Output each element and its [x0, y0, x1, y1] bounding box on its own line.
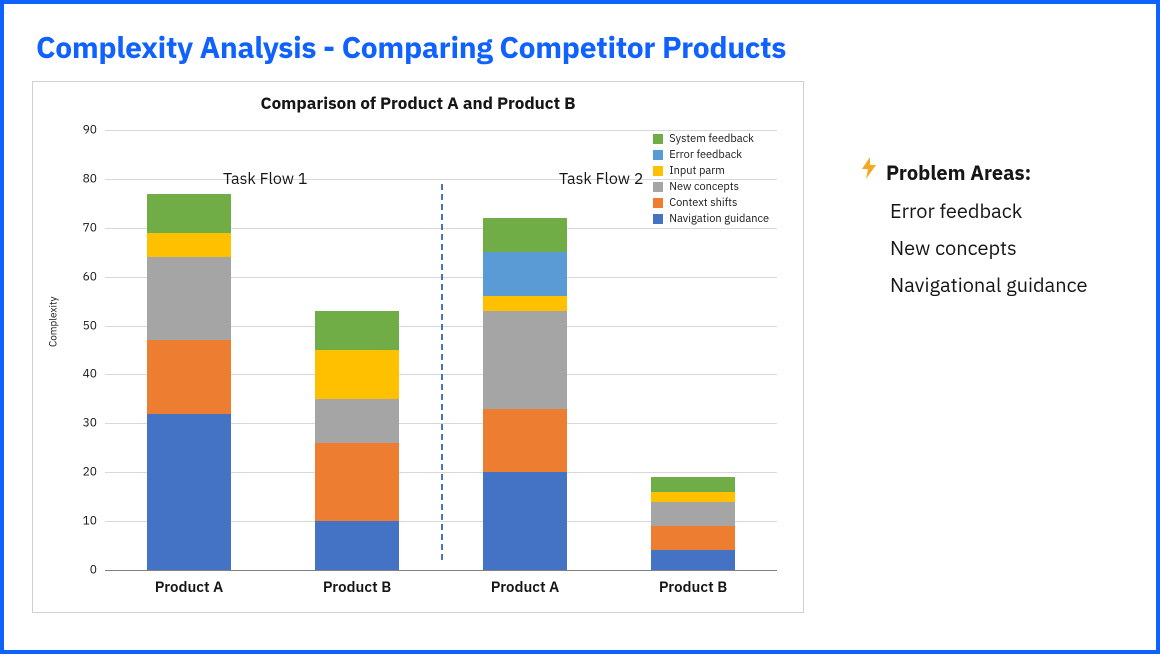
- bar-segment-context-shifts: [483, 409, 567, 473]
- bar-segment-context-shifts: [651, 526, 735, 550]
- legend-item: Input parm: [653, 164, 769, 178]
- legend-swatch: [653, 198, 663, 208]
- x-axis-line: [105, 570, 777, 571]
- stacked-bar: [147, 194, 231, 570]
- chart-card: Comparison of Product A and Product B Co…: [32, 81, 804, 613]
- problem-area-item: Error feedback: [890, 195, 1088, 226]
- bar-segment-navigation-guidance: [315, 521, 399, 570]
- y-tick-label: 20: [67, 465, 97, 480]
- problem-areas-heading-text: Problem Areas:: [886, 157, 1031, 188]
- task-flow-label: Task Flow 1: [223, 169, 307, 189]
- stacked-bar: [315, 311, 399, 570]
- stacked-bar: [483, 218, 567, 570]
- bar-segment-error-feedback: [483, 252, 567, 296]
- chart-plot-area: 0102030405060708090Product AProduct BPro…: [105, 130, 777, 570]
- bar-segment-input-parm: [147, 233, 231, 257]
- x-tick-label: Product B: [633, 578, 753, 597]
- chart-legend: System feedback Error feedback Input parm N…: [653, 132, 769, 228]
- y-tick-label: 70: [67, 220, 97, 235]
- body-row: Comparison of Product A and Product B Co…: [32, 81, 1128, 613]
- legend-item: Context shifts: [653, 196, 769, 210]
- gridline: [105, 130, 777, 131]
- bar-segment-input-parm: [315, 350, 399, 399]
- y-tick-label: 60: [67, 269, 97, 284]
- legend-label: Input parm: [669, 164, 725, 178]
- x-tick-label: Product A: [129, 578, 249, 597]
- y-axis-label: Complexity: [47, 297, 60, 348]
- legend-label: Context shifts: [669, 196, 737, 210]
- y-tick-label: 10: [67, 514, 97, 529]
- y-tick-label: 30: [67, 416, 97, 431]
- problem-area-item: New concepts: [890, 232, 1088, 263]
- task-flow-label: Task Flow 2: [559, 169, 643, 189]
- problem-areas-list: Error feedback New concepts Navigational g…: [860, 195, 1088, 300]
- legend-label: Error feedback: [669, 148, 742, 162]
- legend-item: New concepts: [653, 180, 769, 194]
- legend-swatch: [653, 134, 663, 144]
- bar-segment-new-concepts: [651, 502, 735, 526]
- legend-swatch: [653, 166, 663, 176]
- lightning-icon: [860, 155, 878, 189]
- bar-segment-context-shifts: [315, 443, 399, 521]
- bar-segment-input-parm: [483, 296, 567, 311]
- legend-item: System feedback: [653, 132, 769, 146]
- legend-label: Navigation guidance: [669, 212, 769, 226]
- problem-area-item: Navigational guidance: [890, 269, 1088, 300]
- legend-label: System feedback: [669, 132, 754, 146]
- bar-segment-navigation-guidance: [483, 472, 567, 570]
- problem-areas-heading: Problem Areas:: [860, 155, 1088, 189]
- legend-label: New concepts: [669, 180, 739, 194]
- bar-segment-new-concepts: [483, 311, 567, 409]
- bar-segment-system-feedback: [483, 218, 567, 252]
- x-tick-label: Product A: [465, 578, 585, 597]
- y-tick-label: 0: [67, 563, 97, 578]
- bar-segment-system-feedback: [651, 477, 735, 492]
- problem-areas-panel: Problem Areas: Error feedback New concept…: [860, 155, 1088, 300]
- legend-swatch: [653, 150, 663, 160]
- y-tick-label: 90: [67, 123, 97, 138]
- bar-segment-context-shifts: [147, 340, 231, 413]
- task-flow-divider: [441, 184, 443, 560]
- bar-segment-system-feedback: [147, 194, 231, 233]
- slide-frame: Complexity Analysis - Comparing Competit…: [0, 0, 1160, 654]
- y-tick-label: 50: [67, 318, 97, 333]
- y-tick-label: 40: [67, 367, 97, 382]
- stacked-bar: [651, 477, 735, 570]
- x-tick-label: Product B: [297, 578, 417, 597]
- legend-item: Navigation guidance: [653, 212, 769, 226]
- bar-segment-input-parm: [651, 492, 735, 502]
- bar-segment-new-concepts: [315, 399, 399, 443]
- legend-swatch: [653, 214, 663, 224]
- y-tick-label: 80: [67, 171, 97, 186]
- page-title: Complexity Analysis - Comparing Competit…: [36, 28, 1128, 67]
- legend-item: Error feedback: [653, 148, 769, 162]
- bar-segment-new-concepts: [147, 257, 231, 340]
- bar-segment-navigation-guidance: [147, 414, 231, 570]
- bar-segment-system-feedback: [315, 311, 399, 350]
- legend-swatch: [653, 182, 663, 192]
- chart-title: Comparison of Product A and Product B: [33, 92, 803, 114]
- bar-segment-navigation-guidance: [651, 550, 735, 570]
